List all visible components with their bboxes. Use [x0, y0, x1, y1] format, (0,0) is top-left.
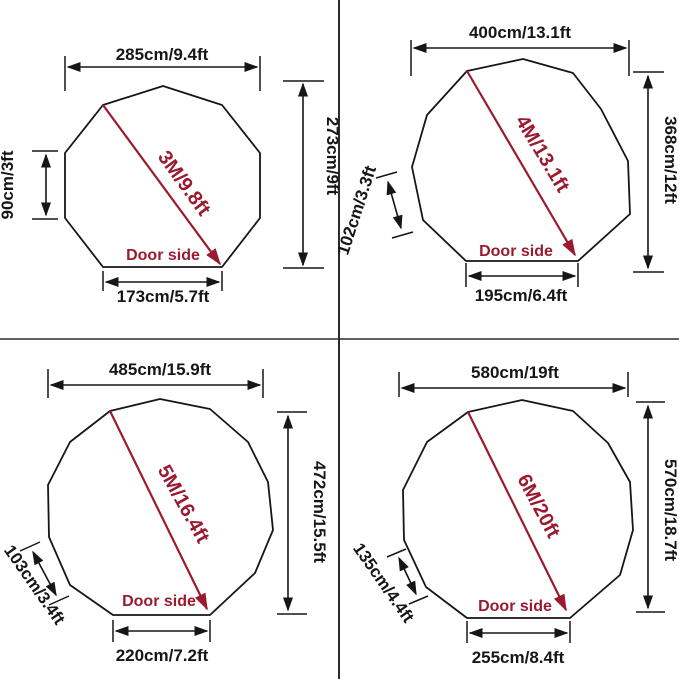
diagonal-label-4m: 4M/13.1ft	[511, 112, 574, 197]
top-width-label-6m: 580cm/19ft	[471, 363, 559, 382]
height-label-4m: 368cm/12ft	[661, 116, 679, 204]
tent-diagram-6m: 6M/20ft Door side 580cm/19ft 570cm/18.7f…	[349, 363, 679, 667]
tent-diagram-3m: 3M/9.8ft Door side 285cm/9.4ft 273cm/9ft…	[0, 45, 342, 306]
top-width-label-4m: 400cm/13.1ft	[469, 23, 571, 42]
left-dim-tick-bottom-5m	[48, 595, 70, 606]
left-dim-tick-bottom-4m	[391, 231, 414, 239]
diagonal-label-6m: 6M/20ft	[512, 471, 564, 542]
tent-outline-4m	[411, 58, 631, 262]
height-label-6m: 570cm/18.7ft	[661, 459, 679, 561]
door-width-label-5m: 220cm/7.2ft	[116, 646, 209, 665]
side-panel-label-3m: 90cm/3ft	[0, 150, 17, 219]
left-dim-arrow-5m	[32, 550, 57, 597]
left-dim-tick-top-5m	[19, 541, 41, 552]
height-label-5m: 472cm/15.5ft	[310, 461, 329, 563]
top-width-label-3m: 285cm/9.4ft	[116, 45, 209, 64]
side-panel-label-6m: 135cm/4.4ft	[349, 539, 418, 626]
left-dim-arrow-4m	[386, 180, 403, 230]
door-width-label-4m: 195cm/6.4ft	[475, 286, 568, 305]
diagonal-arrow-5m	[109, 410, 208, 611]
tent-outline-5m	[47, 398, 274, 616]
door-side-label-6m: Door side	[478, 598, 552, 615]
top-width-label-5m: 485cm/15.9ft	[109, 360, 211, 379]
left-dim-tick-top-6m	[386, 548, 407, 558]
tent-diagram-5m: 5M/16.4ft Door side 485cm/15.9ft 472cm/1…	[0, 360, 329, 665]
door-side-label-3m: Door side	[126, 247, 200, 264]
diagonal-arrow-6m	[467, 411, 567, 612]
height-label-3m: 273cm/9ft	[323, 117, 342, 196]
left-dim-arrow-6m	[398, 556, 417, 596]
left-dim-tick-top-4m	[375, 171, 398, 179]
diagonal-label-3m: 3M/9.8ft	[153, 147, 215, 220]
tent-outline-3m	[64, 85, 261, 268]
door-width-label-3m: 173cm/5.7ft	[117, 287, 210, 306]
tent-outline-6m	[402, 399, 634, 619]
tent-diagram-4m: 4M/13.1ft Door side 400cm/13.1ft 368cm/1…	[333, 23, 679, 305]
diagonal-arrow-4m	[466, 70, 576, 257]
door-width-label-6m: 255cm/8.4ft	[472, 648, 565, 667]
diagonal-arrow-3m	[102, 104, 221, 266]
left-dim-tick-bottom-6m	[408, 595, 429, 605]
diagonal-label-5m: 5M/16.4ft	[153, 461, 214, 547]
door-side-label-5m: Door side	[122, 593, 196, 610]
door-side-label-4m: Door side	[479, 243, 553, 260]
